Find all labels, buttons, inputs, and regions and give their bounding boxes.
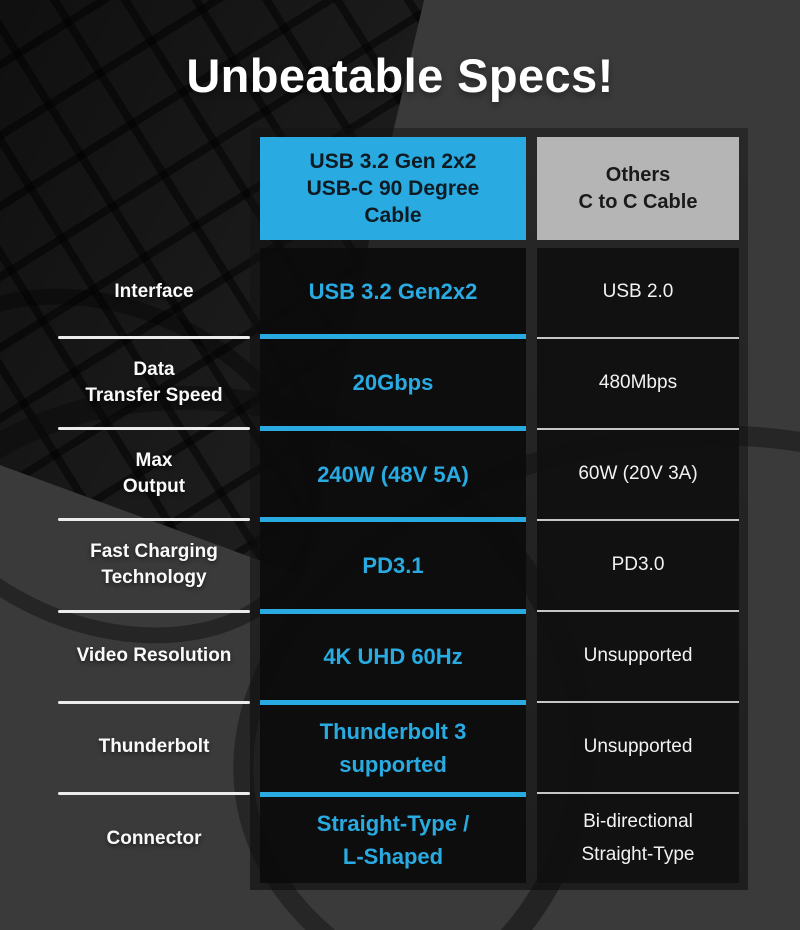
product-value-thunderbolt: Thunderbolt 3 supported bbox=[260, 700, 526, 791]
spec-label-interface: Interface bbox=[114, 280, 194, 302]
product-column-header: USB 3.2 Gen 2x2 USB-C 90 Degree Cable bbox=[260, 137, 526, 240]
others-value-connector: Bi-directional Straight-Type bbox=[537, 792, 739, 883]
spec-label-max-output: Max Output bbox=[122, 449, 186, 498]
others-value-thunderbolt: Unsupported bbox=[537, 701, 739, 792]
row-divider bbox=[58, 609, 250, 613]
product-value-interface: USB 3.2 Gen2x2 bbox=[308, 278, 478, 304]
spec-label-connector: Connector bbox=[106, 827, 202, 849]
others-column-header: Others C to C Cable bbox=[537, 137, 739, 240]
row-divider bbox=[58, 518, 250, 522]
others-value-max-output: 60W (20V 3A) bbox=[537, 428, 739, 519]
product-value-connector: Straight-Type / L-Shaped bbox=[260, 791, 526, 883]
spec-labels-column: Interface Data Transfer Speed Max Output… bbox=[58, 248, 250, 883]
product-value-data-transfer-speed: 20Gbps bbox=[260, 334, 526, 425]
others-value-data-transfer-speed: 480Mbps bbox=[537, 337, 739, 428]
spec-label-fast-charging: Fast Charging Technology bbox=[90, 540, 218, 589]
others-column-cells: USB 2.0 480Mbps 60W (20V 3A) PD3.0 Unsup… bbox=[537, 248, 739, 883]
product-value-fast-charging: PD3.1 bbox=[260, 517, 526, 608]
others-value-fast-charging: PD3.0 bbox=[537, 519, 739, 610]
spec-label-video-resolution: Video Resolution bbox=[76, 645, 232, 667]
others-column: Others C to C Cable USB 2.0 480Mbps 60W … bbox=[537, 137, 739, 883]
spec-label-thunderbolt: Thunderbolt bbox=[98, 736, 210, 758]
others-value-interface: USB 2.0 bbox=[602, 281, 674, 303]
product-column: USB 3.2 Gen 2x2 USB-C 90 Degree Cable US… bbox=[260, 137, 526, 883]
others-value-video-resolution: Unsupported bbox=[537, 610, 739, 701]
product-value-video-resolution: 4K UHD 60Hz bbox=[260, 608, 526, 700]
row-divider bbox=[58, 791, 250, 795]
product-value-max-output: 240W (48V 5A) bbox=[260, 425, 526, 517]
product-column-cells: USB 3.2 Gen2x2 20Gbps 240W (48V 5A) PD3.… bbox=[260, 248, 526, 883]
row-divider bbox=[58, 427, 250, 431]
row-divider bbox=[58, 336, 250, 340]
row-divider bbox=[58, 700, 250, 704]
spec-label-data-transfer-speed: Data Transfer Speed bbox=[85, 358, 223, 407]
page-title: Unbeatable Specs! bbox=[186, 49, 614, 102]
